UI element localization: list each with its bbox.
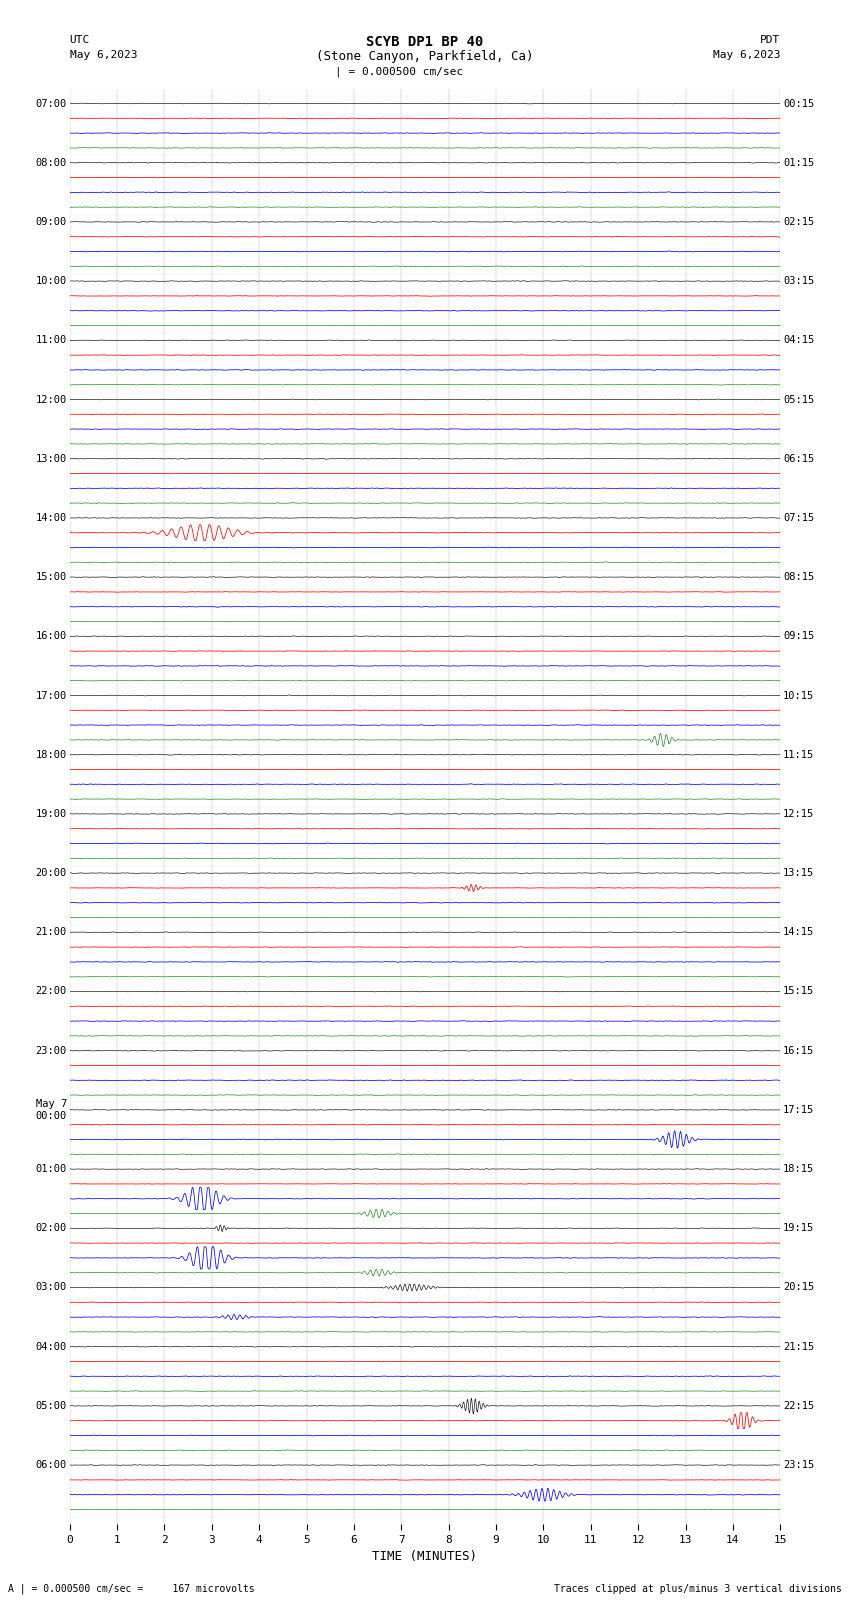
Text: SCYB DP1 BP 40: SCYB DP1 BP 40	[366, 35, 484, 50]
Text: May 6,2023: May 6,2023	[70, 50, 137, 60]
X-axis label: TIME (MINUTES): TIME (MINUTES)	[372, 1550, 478, 1563]
Text: (Stone Canyon, Parkfield, Ca): (Stone Canyon, Parkfield, Ca)	[316, 50, 534, 63]
Text: | = 0.000500 cm/sec: | = 0.000500 cm/sec	[336, 66, 463, 77]
Text: PDT: PDT	[760, 35, 780, 45]
Text: UTC: UTC	[70, 35, 90, 45]
Text: A | = 0.000500 cm/sec =     167 microvolts: A | = 0.000500 cm/sec = 167 microvolts	[8, 1582, 255, 1594]
Text: May 6,2023: May 6,2023	[713, 50, 780, 60]
Text: Traces clipped at plus/minus 3 vertical divisions: Traces clipped at plus/minus 3 vertical …	[553, 1584, 842, 1594]
